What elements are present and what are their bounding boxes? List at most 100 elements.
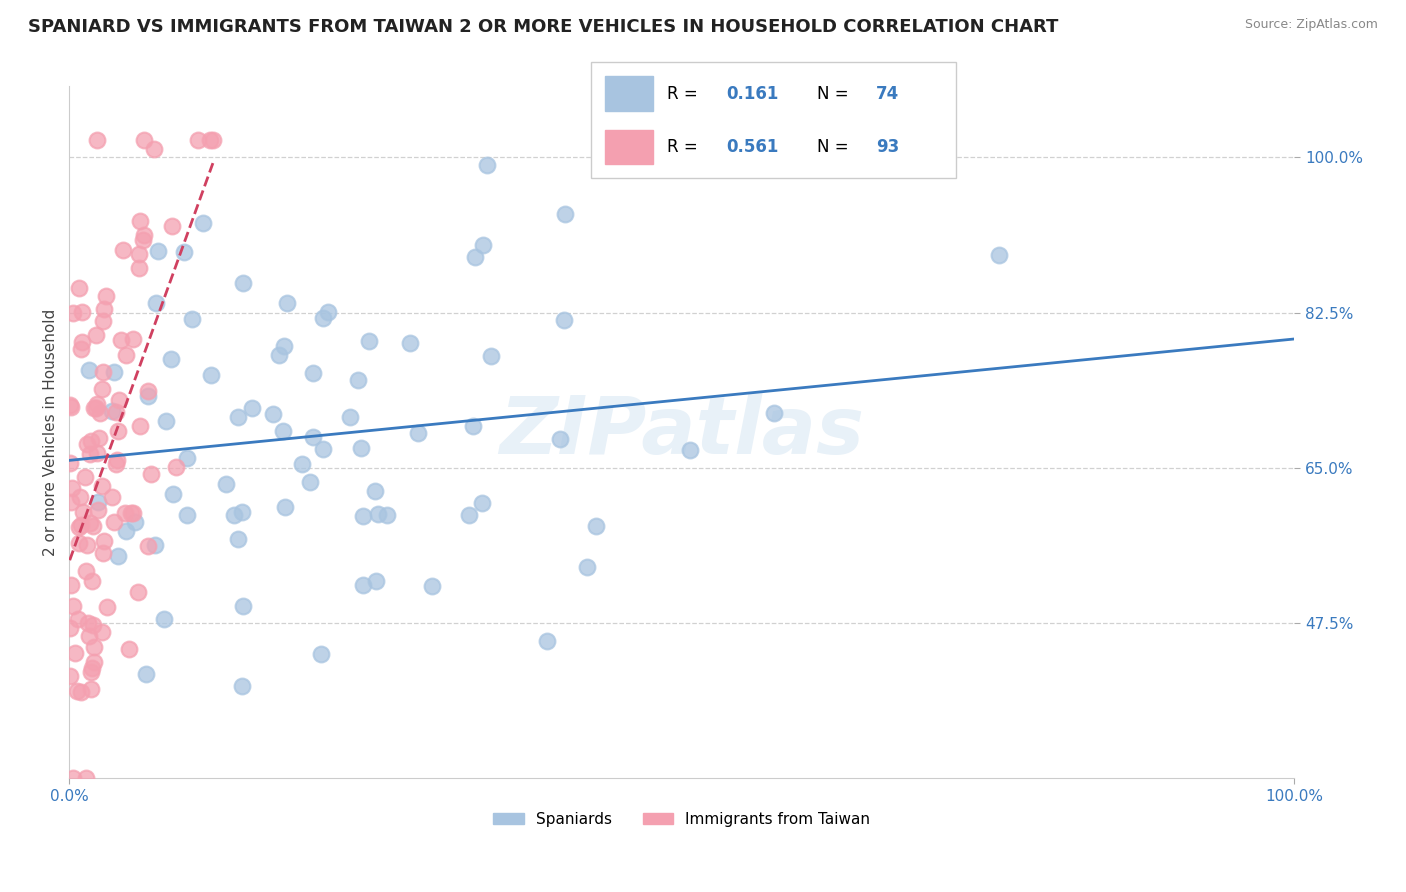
Point [215,476,238,491]
Point [181,311,204,326]
Text: R =: R = [668,85,703,103]
Point [80,682,103,697]
Point [75,771,97,785]
Point [267,348,290,362]
Point [86,132,108,146]
Point [193,216,215,230]
Point [59,398,82,412]
Point [367,507,389,521]
Text: N =: N = [817,138,853,156]
Point [554,206,576,220]
Point [576,559,599,574]
Point [475,158,498,172]
Point [291,458,314,472]
Point [104,457,127,471]
Text: 74: 74 [876,85,898,103]
Point [357,334,380,348]
Text: R =: R = [668,138,703,156]
Point [104,405,127,419]
Point [274,500,297,515]
Point [120,506,142,520]
Point [76,437,98,451]
Point [105,453,128,467]
Point [377,508,399,522]
Point [75,565,97,579]
Point [62,771,84,785]
Point [138,539,160,553]
Point [107,424,129,438]
Point [273,339,295,353]
Point [312,442,335,456]
Point [60,481,83,495]
Point [155,414,177,428]
Point [118,642,141,657]
Point [66,612,89,626]
Text: Source: ZipAtlas.com: Source: ZipAtlas.com [1244,18,1378,31]
Point [59,456,82,470]
Point [63,646,86,660]
Point [122,507,145,521]
Point [93,533,115,548]
Point [96,600,118,615]
Text: N =: N = [817,85,853,103]
Point [222,508,245,523]
Point [128,260,150,275]
Point [312,310,335,325]
Point [226,532,249,546]
Point [301,366,323,380]
Point [201,132,224,146]
Point [548,432,571,446]
Point [79,629,101,643]
Point [139,467,162,481]
Point [86,397,108,411]
Point [79,665,101,680]
Point [100,490,122,504]
Text: 93: 93 [876,138,898,156]
Point [115,348,138,362]
Point [128,247,150,261]
Point [86,328,108,343]
Point [87,502,110,516]
Point [86,446,108,460]
Text: 0.561: 0.561 [725,138,778,156]
Point [143,538,166,552]
Point [232,599,254,614]
Point [59,621,82,635]
Point [62,599,84,614]
Point [153,611,176,625]
Point [70,305,93,319]
Point [226,409,249,424]
Point [77,363,100,377]
Point [75,470,97,484]
Point [988,247,1011,261]
Legend: Spaniards, Immigrants from Taiwan: Spaniards, Immigrants from Taiwan [488,805,876,833]
Point [309,647,332,661]
Point [111,243,134,257]
Point [353,509,375,524]
Point [115,524,138,539]
Point [66,683,89,698]
Point [91,365,114,379]
Point [585,519,607,533]
Point [145,296,167,310]
Point [127,585,149,599]
Point [352,577,374,591]
Point [262,408,284,422]
Point [67,519,90,533]
Point [94,289,117,303]
Point [91,546,114,560]
Point [91,624,114,639]
Point [128,418,150,433]
Point [124,515,146,529]
Point [114,507,136,521]
Point [461,418,484,433]
Point [93,301,115,316]
Point [132,227,155,242]
Point [70,518,93,533]
Point [679,443,702,458]
Point [176,508,198,522]
Point [132,233,155,247]
Point [200,368,222,382]
Point [70,335,93,350]
Point [458,508,481,522]
